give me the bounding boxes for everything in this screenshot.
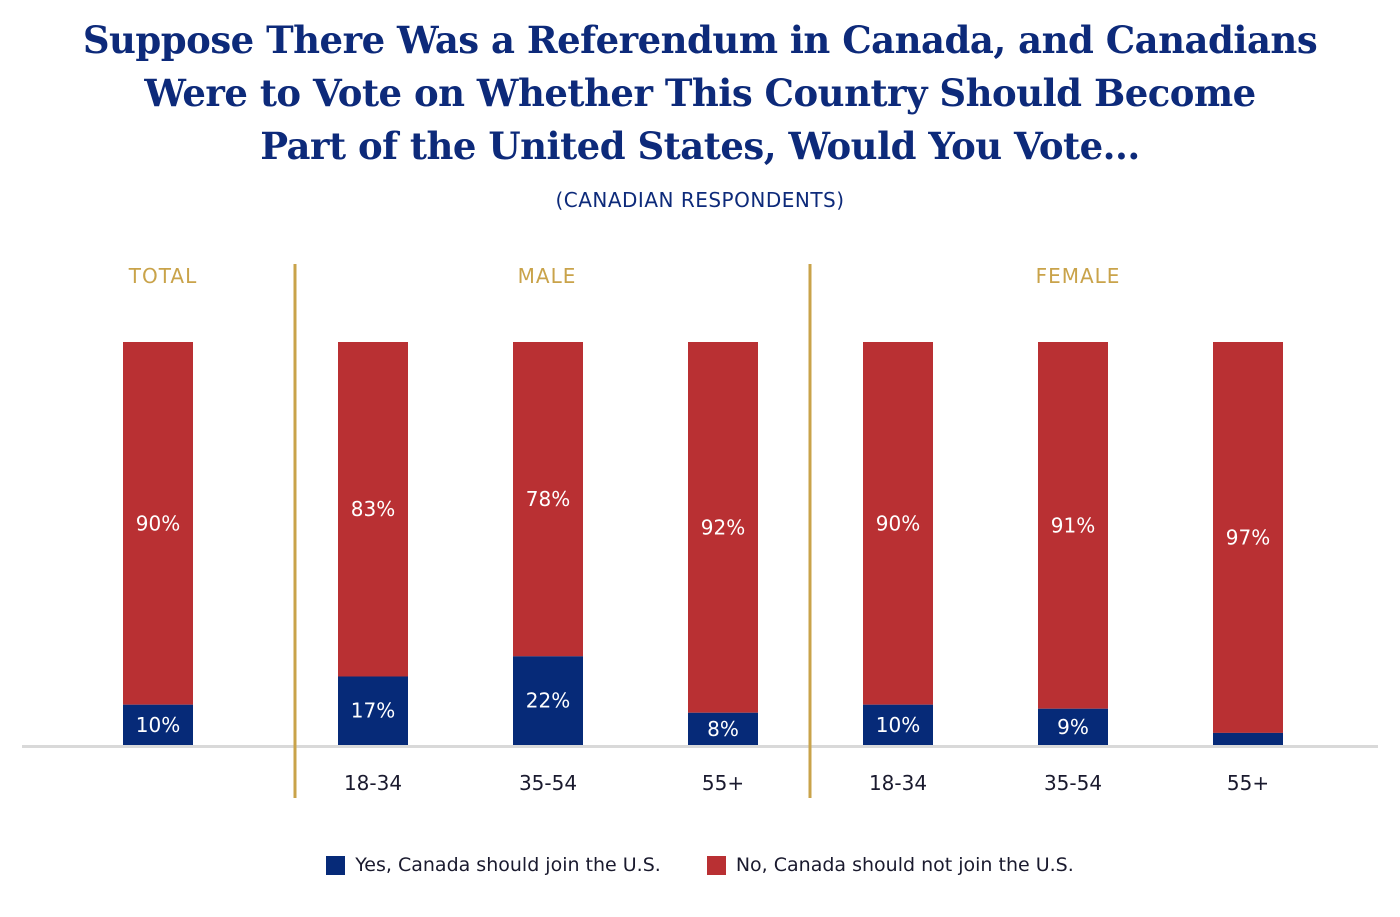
group-divider <box>293 264 297 798</box>
legend-swatch-no <box>706 855 726 875</box>
data-label-yes: 8% <box>707 717 739 741</box>
legend-item-no: No, Canada should not join the U.S. <box>706 854 1074 876</box>
data-label-no: 92% <box>701 515 745 539</box>
legend-swatch-yes <box>326 855 346 875</box>
x-axis-line <box>22 745 1378 748</box>
bar-no <box>123 342 193 705</box>
data-label-no: 97% <box>1226 525 1270 549</box>
chart-title: Suppose There Was a Referendum in Canada… <box>0 14 1400 173</box>
x-tick-label: 55+ <box>702 771 744 795</box>
x-tick-label: 18-34 <box>869 771 927 795</box>
data-label-yes: 9% <box>1057 715 1089 739</box>
x-tick-label: 35-54 <box>519 771 577 795</box>
data-label-yes: 22% <box>526 689 570 713</box>
x-tick-label: 55+ <box>1227 771 1269 795</box>
bar-no <box>688 342 758 713</box>
data-label-yes: 17% <box>351 699 395 723</box>
bar-no <box>1038 342 1108 709</box>
group-divider <box>808 264 812 798</box>
legend: Yes, Canada should join the U.S. No, Can… <box>0 854 1400 876</box>
data-label-yes: 10% <box>876 713 920 737</box>
legend-label-yes: Yes, Canada should join the U.S. <box>355 854 661 876</box>
bar-yes <box>863 704 933 745</box>
bar-yes <box>338 676 408 745</box>
bar-yes <box>688 712 758 745</box>
x-tick-label: 35-54 <box>1044 771 1102 795</box>
legend-item-yes: Yes, Canada should join the U.S. <box>326 854 661 876</box>
title-line: Part of the United States, Would You Vot… <box>260 124 1140 168</box>
data-label-no: 83% <box>351 497 395 521</box>
bar-no <box>513 342 583 657</box>
bar-yes <box>513 656 583 745</box>
legend-label-no: No, Canada should not join the U.S. <box>735 854 1074 876</box>
data-label-no: 78% <box>526 487 570 511</box>
data-label-no: 90% <box>876 511 920 535</box>
data-label-no: 90% <box>136 511 180 535</box>
group-label: TOTAL <box>128 264 197 288</box>
data-label-yes: 10% <box>136 713 180 737</box>
bar-no <box>338 342 408 677</box>
title-line: Were to Vote on Whether This Country Sho… <box>144 71 1256 115</box>
bar-no <box>863 342 933 705</box>
bar-yes <box>1213 732 1283 745</box>
data-label-no: 91% <box>1051 513 1095 537</box>
bar-yes <box>123 704 193 745</box>
group-label: MALE <box>518 264 577 288</box>
bar-yes <box>1038 708 1108 745</box>
x-tick-label: 18-34 <box>344 771 402 795</box>
title-line: Suppose There Was a Referendum in Canada… <box>82 18 1318 62</box>
group-label: FEMALE <box>1036 264 1121 288</box>
bar-no <box>1213 342 1283 733</box>
chart-subtitle: (CANADIAN RESPONDENTS) <box>555 188 845 212</box>
